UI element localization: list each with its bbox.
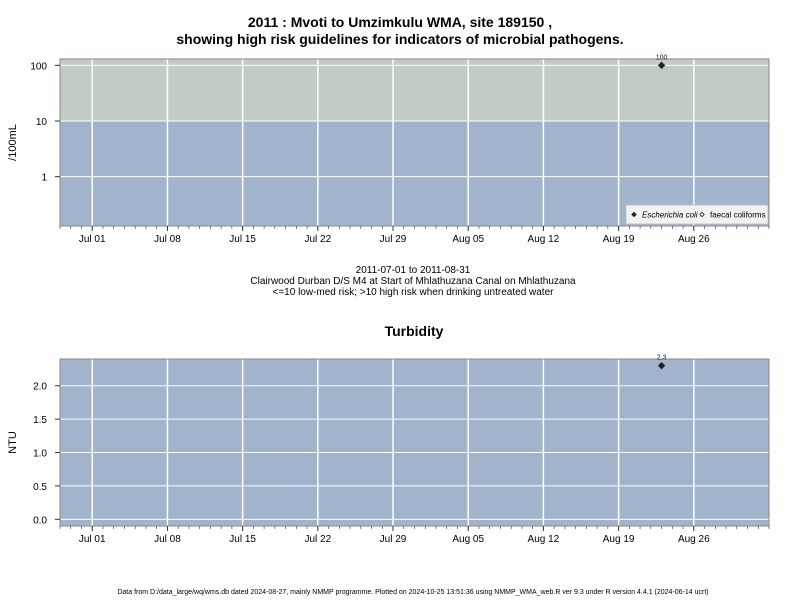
data-point	[657, 361, 666, 370]
data-label: 100	[656, 54, 668, 61]
panel-title: Turbidity	[385, 323, 444, 339]
legend-box	[625, 204, 769, 225]
legend-marker	[631, 211, 637, 218]
y-axis-label: /100mL	[7, 124, 19, 161]
risk-band	[60, 359, 769, 526]
chart-title-line1: 2011 : Mvoti to Umzimkulu WMA, site 1891…	[247, 14, 553, 30]
y-tick-label: 2.0	[33, 382, 47, 393]
data-point	[657, 61, 666, 70]
y-axis-label: NTU	[7, 431, 19, 454]
x-tick-label: Jul 22	[304, 534, 331, 545]
legend-entry: Escherichia coli	[642, 211, 698, 220]
legend-entry: faecal coliforms	[710, 211, 766, 220]
x-tick-label: Aug 12	[528, 534, 560, 545]
x-tick-label: Jul 15	[229, 534, 256, 545]
y-tick-label: 1.5	[33, 415, 47, 426]
site-description-text: Clairwood Durban D/S M4 at Start of Mhla…	[250, 276, 576, 287]
risk-note-text: <=10 low-med risk; >10 high risk when dr…	[272, 287, 554, 298]
chart-title-line2: showing high risk guidelines for indicat…	[176, 31, 624, 47]
x-tick-label: Jul 29	[380, 534, 407, 545]
x-tick-label: Jul 29	[380, 234, 407, 245]
y-tick-label: 1	[41, 173, 47, 184]
x-tick-label: Jul 01	[79, 234, 106, 245]
x-tick-label: Jul 08	[154, 234, 181, 245]
x-tick-label: Aug 26	[678, 534, 710, 545]
x-tick-label: Aug 19	[603, 234, 635, 245]
footer-note: Data from D:/data_large/wq/wms.db dated …	[117, 589, 709, 596]
data-label: 2.3	[657, 355, 667, 362]
x-tick-label: Aug 05	[452, 234, 484, 245]
x-tick-label: Jul 22	[304, 234, 331, 245]
x-tick-label: Aug 19	[603, 534, 635, 545]
risk-band	[60, 59, 769, 122]
date-range-text: 2011-07-01 to 2011-08-31	[355, 265, 471, 276]
y-tick-label: 0.0	[33, 515, 47, 526]
y-tick-label: 10	[36, 117, 48, 128]
x-tick-label: Jul 15	[229, 234, 256, 245]
y-tick-label: 0.5	[33, 482, 47, 493]
legend-marker	[699, 211, 705, 218]
y-tick-label: 100	[30, 61, 47, 72]
x-tick-label: Aug 26	[678, 234, 710, 245]
x-tick-label: Jul 01	[79, 534, 106, 545]
x-tick-label: Aug 12	[528, 234, 560, 245]
x-tick-label: Aug 05	[452, 534, 484, 545]
x-tick-label: Jul 08	[154, 534, 181, 545]
y-tick-label: 1.0	[33, 449, 47, 460]
